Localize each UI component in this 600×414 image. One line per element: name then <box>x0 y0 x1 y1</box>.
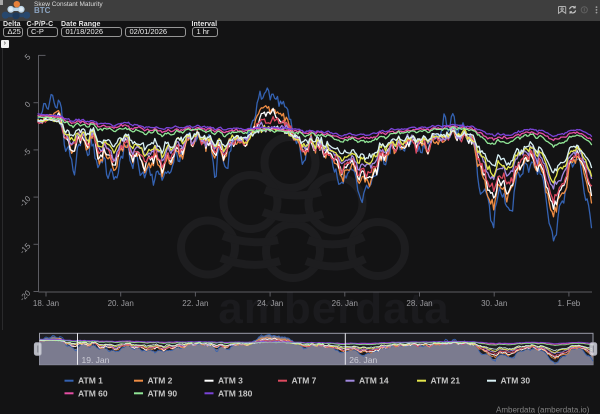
svg-text:22. Jan: 22. Jan <box>182 299 208 308</box>
svg-text:-5: -5 <box>21 147 33 159</box>
svg-text:ATM 3: ATM 3 <box>218 376 243 386</box>
svg-text:20. Jan: 20. Jan <box>108 299 134 308</box>
svg-text:amberdata: amberdata <box>218 284 450 333</box>
svg-text:26. Jan: 26. Jan <box>332 299 358 308</box>
svg-text:0: 0 <box>23 99 33 109</box>
svg-text:ATM 21: ATM 21 <box>431 376 461 386</box>
svg-text:ATM 90: ATM 90 <box>148 388 178 398</box>
svg-text:19. Jan: 19. Jan <box>82 355 110 365</box>
svg-text:24. Jan: 24. Jan <box>257 299 283 308</box>
svg-text:ATM 60: ATM 60 <box>78 388 108 398</box>
svg-text:30. Jan: 30. Jan <box>481 299 507 308</box>
svg-text:26. Jan: 26. Jan <box>349 355 377 365</box>
svg-text:18. Jan: 18. Jan <box>33 299 59 308</box>
svg-text:ATM 14: ATM 14 <box>359 376 389 386</box>
svg-text:ATM 180: ATM 180 <box>218 388 253 398</box>
svg-text:ATM 2: ATM 2 <box>148 376 173 386</box>
svg-text:28. Jan: 28. Jan <box>406 299 432 308</box>
svg-text:ATM 7: ATM 7 <box>292 376 317 386</box>
svg-text:5: 5 <box>23 52 33 62</box>
svg-text:Amberdata (amberdata.io): Amberdata (amberdata.io) <box>496 406 590 414</box>
svg-text:ATM 1: ATM 1 <box>78 376 103 386</box>
svg-text:1. Feb: 1. Feb <box>558 299 581 308</box>
svg-text:ATM 30: ATM 30 <box>501 376 531 386</box>
